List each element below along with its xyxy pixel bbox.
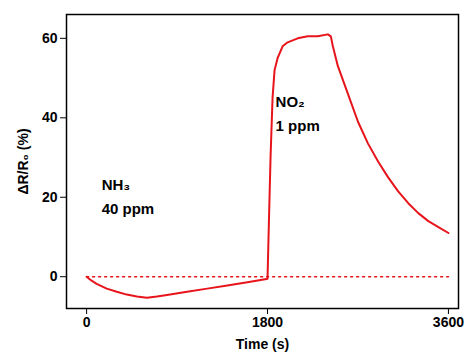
svg-text:ΔR/R₀ (%): ΔR/R₀ (%) (15, 128, 31, 194)
svg-text:1 ppm: 1 ppm (276, 117, 320, 134)
svg-text:3600: 3600 (433, 314, 464, 330)
svg-text:20: 20 (42, 189, 58, 205)
svg-text:Time (s): Time (s) (236, 336, 289, 352)
svg-text:0: 0 (83, 314, 91, 330)
svg-text:40 ppm: 40 ppm (102, 200, 155, 217)
svg-text:0: 0 (50, 268, 58, 284)
svg-text:1800: 1800 (252, 314, 283, 330)
svg-text:NO₂: NO₂ (276, 93, 305, 110)
svg-text:40: 40 (42, 109, 58, 125)
svg-text:NH₃: NH₃ (102, 176, 131, 193)
svg-text:60: 60 (42, 30, 58, 46)
